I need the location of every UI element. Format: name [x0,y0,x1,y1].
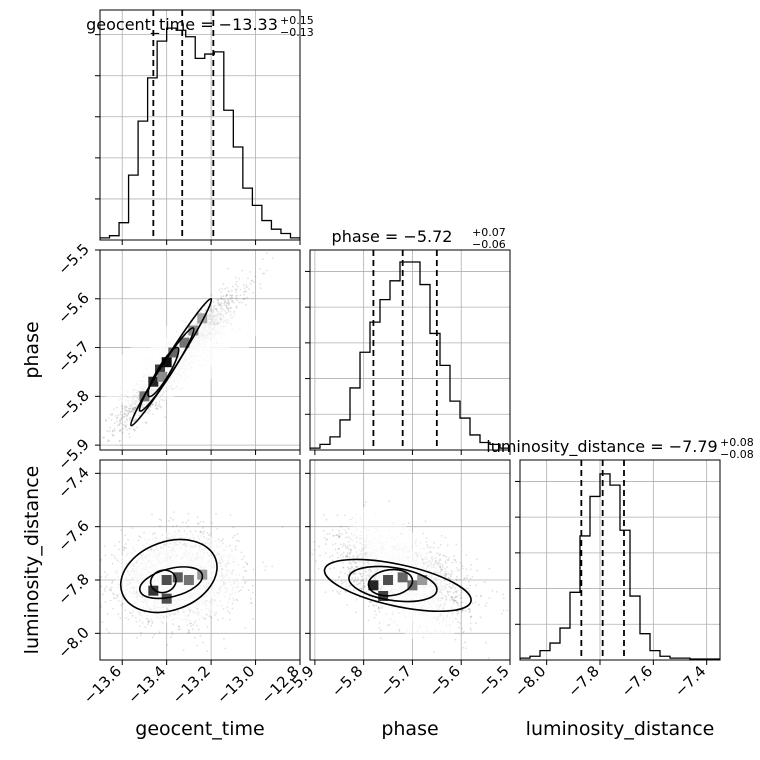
x-tick-label: −8.0 [511,662,549,700]
panel-frame [99,9,301,241]
panel-frame [519,459,721,661]
x-axis-title-geocent_time: geocent_time [135,718,264,740]
y-tick-label: −5.6 [54,289,92,327]
x-tick-label: −13.6 [80,662,125,707]
y-tick-label: −7.6 [54,517,92,555]
density-cell [168,347,179,358]
panel-frame [99,459,301,661]
density-cell [197,313,208,324]
x-tick-label: −5.7 [377,662,415,700]
contour-line [147,346,180,398]
panel-title-luminosity_distance: luminosity_distance = −7.79 [486,437,717,457]
y-tick-label: −5.8 [54,386,92,424]
histogram-panel-phase [305,249,511,455]
panel-frame [309,249,511,451]
density-cell [148,376,159,387]
contour-line [119,538,218,614]
x-tick-label: −7.4 [671,662,709,700]
density-cell [157,371,168,382]
x-axis-title-luminosity_distance: luminosity_distance [526,718,715,740]
contour-line [367,568,414,597]
histogram-panel-luminosity_distance: −8.0 −7.8 −7.6 −7.4 [511,459,721,701]
x-tick-label: −5.8 [328,662,366,700]
contour-line [323,558,472,613]
scatter-panel-geocent_time-vs-phase: −5.9 −5.8 −5.7 −5.6 −5.5 [54,240,301,474]
panel-frame [309,459,511,661]
title-upper-error: +0.07 [472,226,506,239]
histogram-line [520,473,720,660]
title-upper-error: +0.08 [720,436,754,449]
x-axis-title-phase: phase [381,718,438,740]
x-tick-label: −7.6 [618,662,656,700]
histogram-line [100,27,300,240]
histogram-line [310,261,510,450]
x-tick-label: −13.4 [124,662,169,707]
title-lower-error: −0.13 [280,26,314,39]
density-cell [407,580,418,591]
density-cell [161,357,172,368]
density-cell [179,337,190,348]
x-tick-label: −5.5 [474,662,512,700]
density-cell [397,572,408,583]
density-cell [368,580,379,591]
density-cell [383,575,394,585]
density-cell [161,575,172,585]
contour-line [129,297,213,427]
contour-line [139,566,204,600]
contour-line [348,565,438,603]
scatter-panel-geocent_time-vs-luminosity_distance: −13.6 −13.4 −13.2 −13.0 −12.8−8.0−7.8−7.6−7.… [54,459,303,707]
y-tick-label: −5.5 [54,240,92,278]
density-cell [148,585,159,596]
x-tick-label: −7.8 [564,662,602,700]
y-tick-label: −5.7 [54,338,92,376]
title-upper-error: +0.15 [280,14,314,27]
title-lower-error: −0.08 [720,448,754,461]
y-axis-title-luminosity_distance: luminosity_distance [21,466,43,655]
panel-frame [99,249,301,451]
histogram-panel-geocent_time [95,9,301,245]
density-cell [161,593,172,604]
x-tick-label: −13.2 [169,662,214,707]
y-axis-title-phase: phase [21,321,43,378]
panel-title-geocent_time: geocent_time = −13.33 [86,15,278,35]
title-lower-error: −0.06 [472,238,506,251]
panel-title-phase: phase = −5.72 [332,227,453,246]
x-tick-label: −13.0 [213,662,258,707]
y-tick-label: −7.8 [54,570,92,608]
density-cell [172,572,183,583]
y-tick-label: −7.4 [54,463,92,501]
density-cell [183,575,194,585]
density-cell [417,575,428,585]
y-tick-label: −5.9 [54,435,92,473]
x-tick-label: −5.6 [426,662,464,700]
scatter-panel-phase-vs-luminosity_distance: −5.9 −5.8 −5.7 −5.6 −5.5 [279,459,513,701]
y-tick-label: −8.0 [54,623,92,661]
